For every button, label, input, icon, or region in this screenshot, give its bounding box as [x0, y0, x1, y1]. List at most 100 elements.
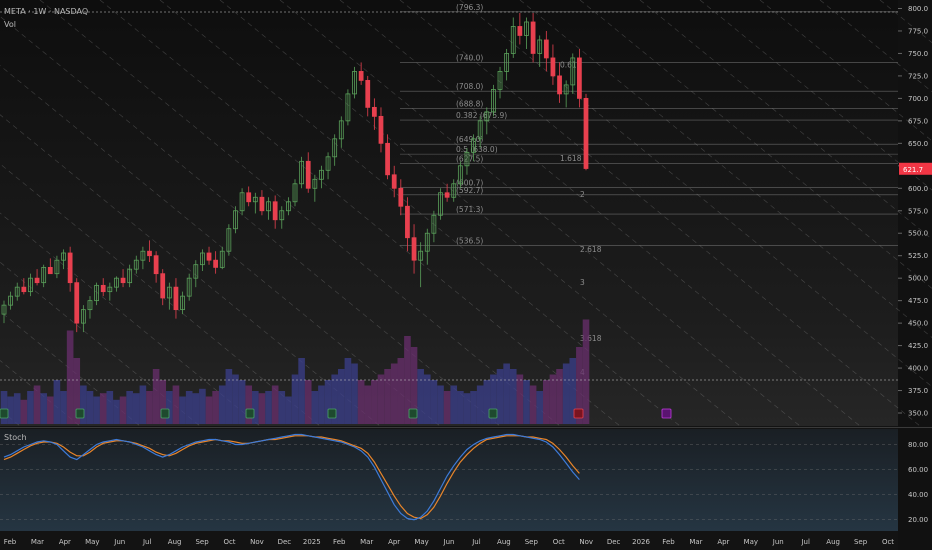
- price-axis[interactable]: 350.0 375.0 400.0 425.0 450.0 475.0 500.0 525.0…: [0, 5, 932, 418]
- candle-body: [153, 255, 159, 275]
- candle-body: [464, 151, 470, 167]
- volume-bar: [258, 393, 266, 424]
- candle-body: [345, 93, 351, 122]
- volume-bar: [298, 358, 305, 424]
- candle-body: [530, 21, 536, 54]
- fib-level-label: (688.8): [456, 99, 483, 108]
- x-tick-label: Feb: [333, 538, 346, 546]
- volume-bar: [503, 363, 510, 424]
- time-axis[interactable]: Feb Mar Apr May Jun Jul Aug Sep Oct Nov Dec 2025 Feb…: [4, 538, 895, 546]
- volume-bar: [304, 380, 312, 424]
- fib-level-label: (600.7): [456, 179, 483, 188]
- price-axis-background: [898, 0, 932, 550]
- candle-body: [67, 252, 73, 284]
- x-tick-label: Oct: [553, 538, 565, 546]
- volume-bar: [185, 391, 193, 424]
- candle-body: [213, 259, 219, 268]
- stoch-tick-label: 20.00: [908, 516, 928, 524]
- candle-body: [577, 57, 582, 99]
- volume-bar: [463, 393, 471, 424]
- candle-body: [100, 284, 106, 293]
- x-tick-label: Sep: [854, 538, 868, 546]
- fib-extension-label: 2.618: [580, 245, 602, 254]
- x-tick-label: Mar: [31, 538, 44, 546]
- fib-extension-label: 1.618: [560, 154, 582, 163]
- volume-bar: [86, 391, 94, 424]
- candle-body: [272, 201, 278, 221]
- fib-level-label: (536.5): [456, 236, 483, 245]
- candle-body: [484, 111, 490, 122]
- y-tick-label: 575.0: [908, 207, 928, 215]
- volume-bar: [252, 391, 259, 424]
- y-tick-label: 800.0: [908, 5, 928, 13]
- candle-body: [424, 232, 430, 252]
- candle-body: [94, 284, 99, 302]
- channel-line: [0, 163, 321, 427]
- volume-bar: [543, 380, 550, 424]
- fib-level-label: (740.0): [456, 53, 483, 62]
- volume-bar: [529, 385, 537, 424]
- volume-bar: [146, 391, 153, 424]
- channel-line: [0, 212, 261, 427]
- earnings-marker-icon: [245, 408, 255, 419]
- candle-body: [563, 84, 569, 95]
- fib-level-label: 0.382 (675.9): [456, 111, 507, 120]
- fib-level-label: (627.5): [456, 155, 483, 164]
- channel-line: [0, 114, 381, 427]
- volume-bar: [351, 363, 358, 424]
- volume-bar: [285, 396, 292, 424]
- fib-level-label: (796.3): [456, 3, 483, 12]
- y-tick-label: 450.0: [908, 320, 928, 328]
- volume-bar: [218, 385, 226, 424]
- candle-body: [133, 259, 139, 270]
- candle-body: [226, 228, 232, 252]
- stoch-k-line: [3, 433, 580, 521]
- candle-body: [54, 259, 60, 275]
- x-tick-label: 2026: [632, 538, 650, 546]
- volume-bar: [199, 388, 206, 424]
- x-tick-label: Jul: [471, 538, 481, 546]
- volume-bar: [377, 374, 385, 424]
- candle-body: [74, 282, 80, 324]
- y-tick-label: 350.0: [908, 410, 928, 418]
- candle-body: [431, 214, 437, 234]
- x-tick-label: Feb: [4, 538, 17, 546]
- volume-label: Vol: [4, 20, 16, 29]
- candle-body: [292, 183, 298, 203]
- candle-body: [378, 115, 384, 144]
- volume-bar: [364, 385, 372, 424]
- volume-bar: [337, 369, 345, 424]
- volume-bar: [166, 391, 173, 424]
- x-tick-label: Apr: [59, 538, 71, 546]
- candle-body: [543, 39, 549, 59]
- volume-bar: [7, 396, 14, 424]
- volume-bar: [265, 391, 272, 424]
- candle-body: [537, 39, 543, 54]
- candle-body: [557, 75, 562, 95]
- candle-body: [305, 160, 311, 189]
- channel-line: [99, 0, 621, 427]
- x-tick-label: Feb: [662, 538, 675, 546]
- x-tick-label: Dec: [278, 538, 292, 546]
- volume-bar: [357, 380, 365, 424]
- candlestick-series: [1, 12, 589, 333]
- volume-bar: [476, 385, 484, 424]
- candle-body: [299, 160, 304, 185]
- y-tick-label: 700.0: [908, 95, 928, 103]
- candle-body: [471, 138, 476, 153]
- y-tick-label: 525.0: [908, 252, 928, 260]
- volume-bar: [46, 396, 54, 424]
- channel-line: [219, 0, 741, 427]
- y-tick-label: 500.0: [908, 275, 928, 283]
- candle-body: [120, 277, 126, 284]
- stoch-tick-label: 40.00: [908, 491, 928, 499]
- volume-bar: [119, 396, 127, 424]
- fib-level-label: 0.5 (638.0): [456, 145, 498, 154]
- candle-body: [160, 273, 166, 299]
- volume-bar: [106, 391, 114, 424]
- symbol-title: META · 1W · NASDAQ: [4, 7, 88, 16]
- volume-bar: [536, 391, 544, 424]
- channel-line: [159, 0, 681, 427]
- last-price-marker: [899, 162, 932, 175]
